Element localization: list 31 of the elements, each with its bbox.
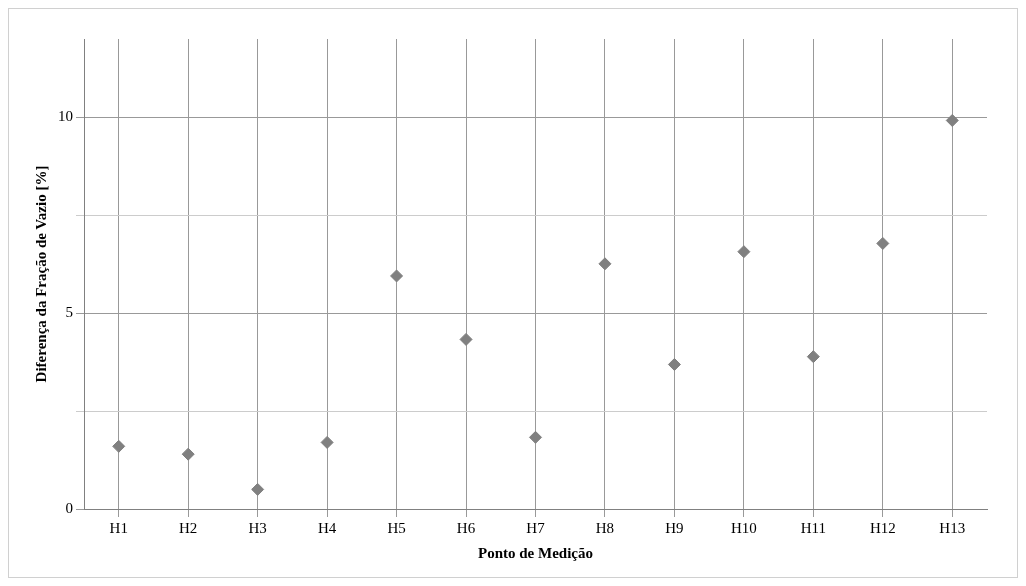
point [529, 430, 542, 444]
x-tick-label: H3 [248, 519, 267, 536]
x-axis-title: Ponto de Medição [478, 544, 593, 561]
point [598, 257, 612, 271]
point [459, 332, 473, 346]
x-tick-label: H4 [317, 519, 337, 536]
x-tick-label: H8 [595, 519, 615, 536]
point [667, 357, 681, 371]
y-tick-label: 10 [58, 108, 73, 125]
point [945, 113, 959, 127]
x-tick-label: H2 [179, 519, 198, 536]
y-tick-label: 5 [65, 304, 73, 321]
point [112, 439, 126, 453]
x-tick-label: H11 [800, 519, 826, 536]
y-tick-label: 0 [65, 499, 73, 516]
y-axis-title: Diferença da Fração de Vazio [%] [32, 165, 49, 383]
x-tick-label: H9 [665, 519, 684, 536]
point [251, 482, 265, 496]
x-tick-label: H12 [869, 519, 896, 536]
point [876, 236, 890, 250]
point [806, 350, 820, 364]
x-tick-label: H10 [730, 519, 757, 536]
x-tick-label: H1 [109, 519, 128, 536]
x-tick-label: H6 [456, 519, 476, 536]
x-tick-label: H5 [387, 519, 406, 536]
point [737, 245, 751, 259]
point [181, 447, 195, 461]
point [390, 269, 404, 283]
x-tick-label: H13 [939, 519, 966, 536]
point [320, 435, 334, 449]
x-tick-label: H7 [526, 519, 546, 536]
